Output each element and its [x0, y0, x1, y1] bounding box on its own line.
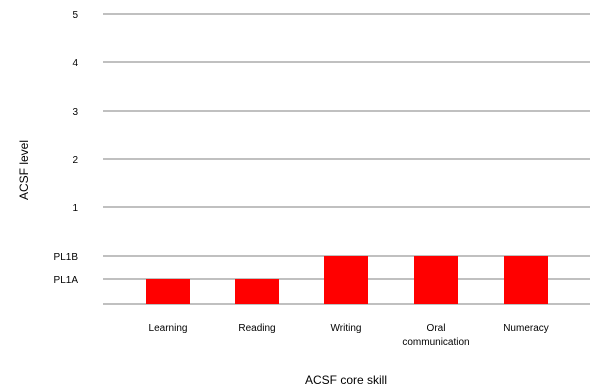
x-tick-label-oral-communication: Oral communication [402, 323, 469, 348]
y-tick-label-5: 5 [72, 10, 78, 21]
bars [146, 256, 548, 304]
x-axis-ticks: Learning Reading Writing Oral communication N… [149, 323, 549, 348]
x-tick-label-reading: Reading [238, 323, 275, 334]
bar-oral-communication [414, 256, 458, 304]
bar-learning [146, 279, 190, 304]
y-tick-label-3: 3 [72, 107, 78, 118]
x-tick-label-numeracy: Numeracy [503, 323, 549, 334]
y-tick-label-4: 4 [72, 58, 78, 69]
x-tick-label-learning: Learning [149, 323, 188, 334]
x-tick-label-writing: Writing [331, 323, 362, 334]
y-tick-label-pl1b: PL1B [54, 252, 79, 263]
y-axis-title: ACSF level [17, 140, 31, 200]
bar-reading [235, 279, 279, 304]
y-tick-label-pl1a: PL1A [54, 275, 79, 286]
bar-numeracy [504, 256, 548, 304]
bar-writing [324, 256, 368, 304]
y-tick-label-2: 2 [72, 155, 78, 166]
y-axis-ticks: PL1A PL1B 1 2 3 4 5 [54, 10, 79, 286]
x-axis-title: ACSF core skill [305, 373, 387, 387]
y-tick-label-1: 1 [72, 203, 78, 214]
